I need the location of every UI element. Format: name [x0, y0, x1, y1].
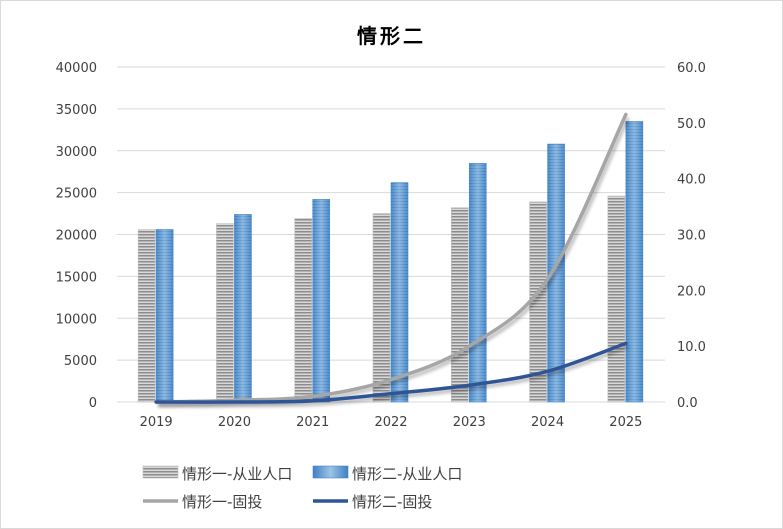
y-right-tick-label: 60.0: [677, 61, 706, 76]
y-right-tick-label: 10.0: [677, 340, 706, 355]
bar-texture-情形二-从业人口: [625, 121, 643, 402]
y-left-tick-label: 15000: [56, 270, 97, 285]
x-tick-label: 2020: [218, 415, 251, 430]
x-tick-label: 2021: [296, 415, 329, 430]
x-tick-label: 2022: [374, 415, 407, 430]
legend-label: 情形二-从业人口: [352, 465, 462, 483]
y-left-tick-label: 40000: [56, 61, 97, 76]
y-left-tick-label: 25000: [56, 187, 97, 202]
bar-texture-情形二-从业人口: [234, 214, 252, 402]
legend-label: 情形一-固投: [182, 493, 262, 511]
bar-情形一-从业人口: [137, 229, 156, 403]
bar-情形一-从业人口: [216, 223, 234, 403]
chart-title: 情形二: [357, 24, 426, 48]
bar-texture-情形二-从业人口: [391, 182, 408, 402]
bar-texture-情形二-从业人口: [312, 199, 330, 402]
y-right-tick-label: 0.0: [677, 396, 698, 411]
legend-label: 情形二-固投: [352, 493, 432, 511]
x-tick-label: 2025: [609, 415, 642, 430]
legend-swatch: [142, 465, 179, 479]
bar-情形一-从业人口: [450, 207, 469, 403]
y-right-tick-label: 40.0: [677, 173, 706, 188]
line-情形二-固投: [154, 341, 628, 404]
bar-情形一-从业人口: [294, 218, 313, 403]
bar-texture-情形二-从业人口: [156, 229, 174, 402]
y-right-tick-label: 50.0: [677, 117, 706, 132]
bar-情形一-从业人口: [372, 213, 391, 403]
x-tick-label: 2019: [140, 415, 173, 430]
y-left-tick-label: 20000: [56, 229, 97, 244]
y-left-tick-label: 0: [89, 396, 97, 411]
line-shadow-情形二-固投: [158, 344, 629, 408]
bar-texture-情形二-从业人口: [469, 163, 487, 402]
legend-label: 情形一-从业人口: [182, 465, 292, 483]
x-tick-label: 2023: [453, 415, 486, 430]
y-right-tick-label: 20.0: [677, 284, 706, 299]
y-left-tick-label: 5000: [64, 354, 97, 369]
legend-swatch: [312, 465, 349, 479]
y-right-tick-label: 30.0: [677, 229, 706, 244]
y-left-tick-label: 10000: [56, 312, 97, 327]
y-left-tick-label: 30000: [56, 145, 97, 160]
x-tick-label: 2024: [531, 415, 564, 430]
bar-情形一-从业人口: [607, 195, 626, 403]
y-left-tick-label: 35000: [56, 103, 97, 118]
